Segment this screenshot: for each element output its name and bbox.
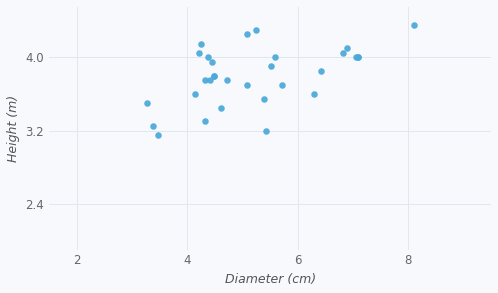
Point (271, 55, 279, 60)
Point (206, 78, 214, 83)
Point (149, 124, 157, 128)
Point (260, 96, 268, 101)
Point (195, 50, 203, 55)
Point (143, 101, 151, 105)
Point (243, 32, 251, 37)
Point (208, 59, 216, 64)
Point (210, 73, 218, 78)
Point (317, 69, 325, 73)
Point (251, 28, 259, 32)
Point (243, 82, 251, 87)
Point (217, 105, 225, 110)
Point (262, 128, 270, 133)
Point (202, 119, 210, 124)
Point (202, 78, 210, 83)
Point (343, 46, 351, 50)
Point (210, 73, 218, 78)
Point (410, 23, 418, 28)
Point (267, 64, 275, 69)
Point (339, 50, 347, 55)
Point (154, 133, 162, 137)
Point (204, 55, 212, 60)
Point (354, 55, 362, 60)
Y-axis label: Height (m): Height (m) (7, 95, 20, 162)
Point (310, 92, 318, 96)
Point (197, 41, 205, 46)
X-axis label: Diameter (cm): Diameter (cm) (225, 273, 316, 286)
Point (191, 92, 199, 96)
Point (277, 82, 285, 87)
Point (223, 78, 231, 83)
Point (354, 55, 362, 60)
Point (352, 55, 360, 60)
